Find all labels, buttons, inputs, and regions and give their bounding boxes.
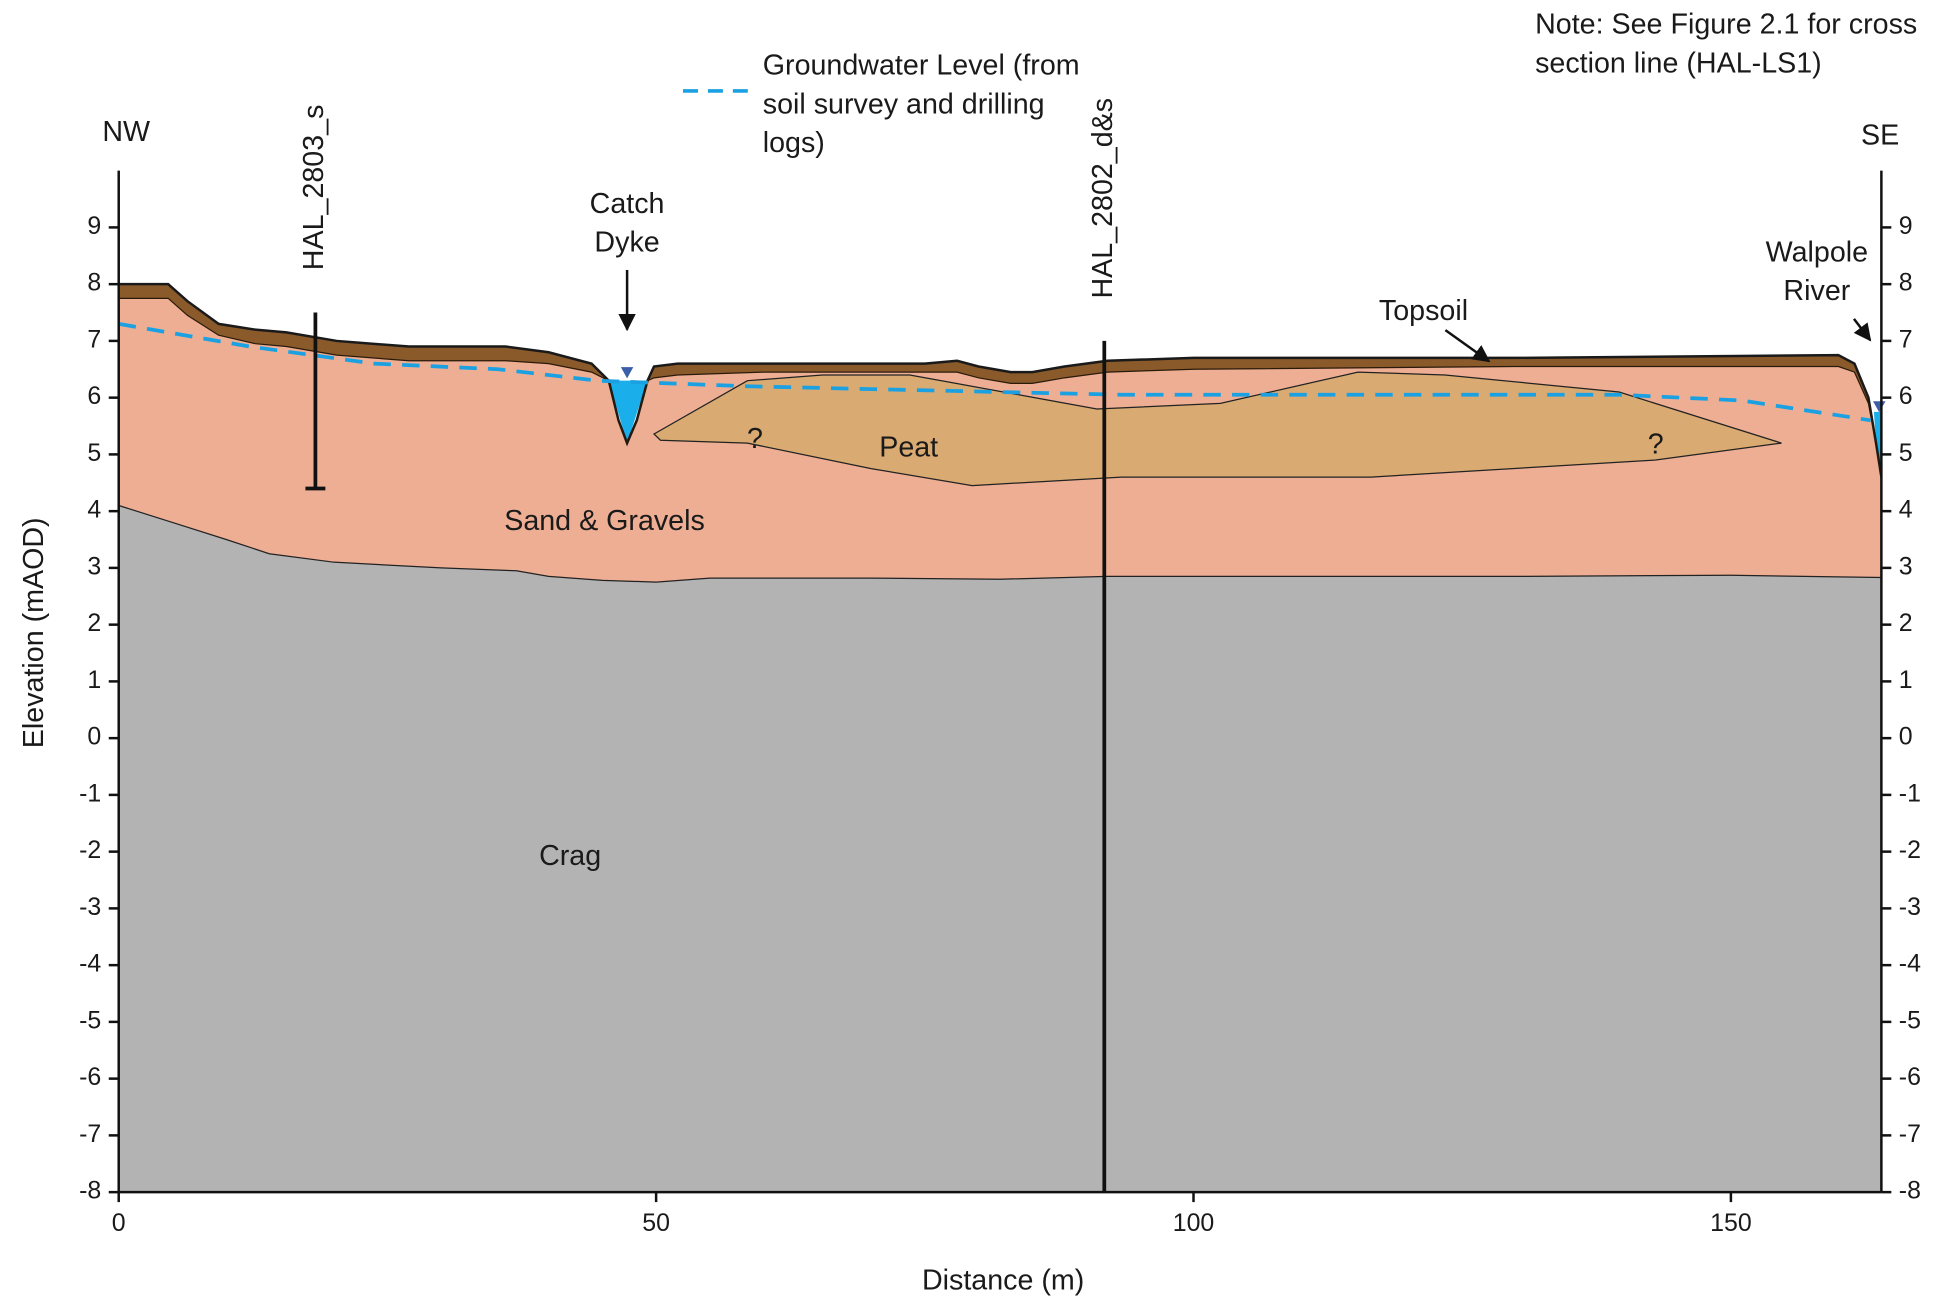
y-tick-label-right: -2 [1899, 836, 1921, 864]
page: {"chart_data": { "type": "cross-section"… [0, 0, 1954, 1303]
layer-label: Sand & Gravels [504, 505, 705, 537]
x-tick-label: 100 [1173, 1209, 1215, 1237]
y-tick-label: 3 [87, 552, 101, 580]
y-tick-label: 5 [87, 439, 101, 467]
y-tick-label-right: 3 [1899, 552, 1913, 580]
y-tick-label: -1 [79, 779, 101, 807]
y-tick-label-right: 4 [1899, 496, 1913, 524]
water-symbol [621, 367, 633, 378]
chart: Topsoil Sand & Gravels Crag Peat?? Catch Dyk… [0, 0, 1954, 1303]
crag-fill [119, 506, 1882, 1193]
y-tick-label-right: 8 [1899, 269, 1913, 297]
x-axis-title: Distance (m) [922, 1264, 1084, 1296]
y-tick-label: 8 [87, 269, 101, 297]
topsoil-arrow [1445, 330, 1489, 361]
y-tick-label-right: -5 [1899, 1006, 1921, 1034]
water-label-text: Walpole River [1755, 233, 1880, 310]
y-tick-label-right: -7 [1899, 1120, 1921, 1148]
y-tick-label: -7 [79, 1120, 101, 1148]
uncertain-mark: ? [747, 423, 763, 455]
y-tick-label: -2 [79, 836, 101, 864]
y-tick-label: -6 [79, 1063, 101, 1091]
y-tick-label: 0 [87, 723, 101, 751]
y-tick-label-right: 2 [1899, 609, 1913, 637]
y-tick-label-right: 0 [1899, 723, 1913, 751]
legend-label: Groundwater Level (from soil survey and … [763, 46, 1089, 171]
y-tick-label-right: -1 [1899, 779, 1921, 807]
y-tick-label: -4 [79, 950, 101, 978]
layer-label: Crag [539, 840, 601, 872]
legend-label-text: Groundwater Level (from soil survey and … [763, 46, 1089, 162]
direction-label: SE [1861, 120, 1899, 152]
y-tick-label-right: -4 [1899, 950, 1921, 978]
note: Note: See Figure 2.1 for cross section l… [1535, 5, 1954, 92]
y-tick-label: -8 [79, 1177, 101, 1205]
x-tick-label: 0 [112, 1209, 126, 1237]
y-tick-label-right: 5 [1899, 439, 1913, 467]
y-tick-label: 2 [87, 609, 101, 637]
layer-label: Peat [879, 431, 938, 463]
y-tick-label-right: -8 [1899, 1177, 1921, 1205]
y-tick-label: 6 [87, 382, 101, 410]
borehole-label: HAL_2802_d&s [1087, 98, 1119, 299]
y-tick-label-right: 1 [1899, 666, 1913, 694]
y-tick-label-right: -3 [1899, 893, 1921, 921]
note-text: Note: See Figure 2.1 for cross section l… [1535, 5, 1954, 82]
y-tick-label: 1 [87, 666, 101, 694]
layers [119, 284, 1882, 1192]
water-label-text: Catch Dyke [577, 185, 677, 262]
y-axis-title: Elevation (mAOD) [18, 517, 50, 748]
layer-label: Topsoil [1379, 295, 1468, 327]
y-tick-label: 7 [87, 325, 101, 353]
y-tick-label: -5 [79, 1006, 101, 1034]
uncertain-mark: ? [1648, 428, 1664, 460]
y-tick-label-right: -6 [1899, 1063, 1921, 1091]
water-label: Catch Dyke [540, 185, 714, 272]
y-tick-label-right: 9 [1899, 212, 1913, 240]
y-tick-label-right: 6 [1899, 382, 1913, 410]
river-arrow [1854, 319, 1870, 340]
direction-label: NW [102, 116, 150, 148]
y-tick-label: 4 [87, 496, 101, 524]
y-tick-label: -3 [79, 893, 101, 921]
y-tick-label: 9 [87, 212, 101, 240]
x-tick-label: 150 [1710, 1209, 1752, 1237]
y-tick-label-right: 7 [1899, 325, 1913, 353]
borehole-label: HAL_2803_s [298, 105, 330, 271]
water-symbol [1873, 401, 1885, 412]
x-tick-label: 50 [642, 1209, 670, 1237]
water-label: Walpole River [1730, 233, 1904, 320]
